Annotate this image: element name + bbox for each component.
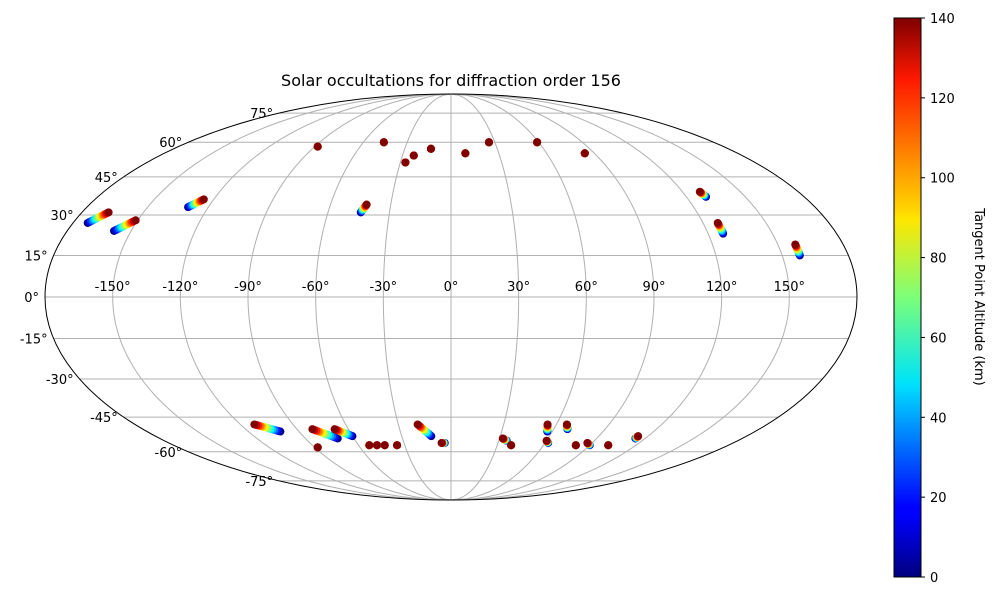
- lat-tick-label: 15°: [25, 249, 48, 264]
- lat-tick-label: -15°: [20, 333, 48, 348]
- lat-tick-label: -60°: [155, 446, 183, 461]
- lat-tick-label: 0°: [24, 291, 39, 306]
- colorbar-tick-label: 20: [930, 491, 947, 506]
- colorbar-tick-label: 40: [930, 411, 947, 426]
- lat-tick-label: -75°: [245, 475, 273, 490]
- colorbar-tick-label: 60: [930, 331, 947, 346]
- occultation-point: [543, 420, 552, 429]
- occultation-point: [313, 142, 322, 151]
- occultation-point: [131, 216, 140, 225]
- lat-tick-label: 45°: [95, 171, 118, 186]
- occultation-point: [562, 420, 571, 429]
- occultation-point: [308, 425, 317, 434]
- lon-tick-label: 150°: [774, 280, 805, 295]
- lon-tick-label: -30°: [369, 280, 397, 295]
- occultation-point: [583, 438, 592, 447]
- lon-tick-label: -60°: [302, 280, 330, 295]
- occultation-point: [330, 425, 339, 434]
- colorbar-tick-label: 0: [930, 571, 938, 586]
- occultation-point: [507, 441, 516, 450]
- occultation-point: [401, 158, 410, 167]
- occultation-point: [437, 438, 446, 447]
- colorbar: [893, 17, 922, 578]
- latitude-tick-labels: 75° 60° 45° 30° 15° 0° -15° -30° -45° -60° -75°: [20, 107, 273, 490]
- lon-tick-label: -120°: [162, 280, 198, 295]
- occultation-point: [571, 441, 580, 450]
- colorbar-tick-label: 100: [930, 172, 955, 187]
- lat-tick-label: -30°: [46, 373, 74, 388]
- longitude-tick-labels: -150° -120° -90° -60° -30° 0° 30° 60° 90° 120° 150…: [95, 280, 805, 295]
- occultation-point: [393, 441, 402, 450]
- occultation-point: [426, 144, 435, 153]
- occultation-point: [104, 208, 113, 217]
- lon-tick-label: 90°: [642, 280, 665, 295]
- occultation-point: [695, 187, 704, 196]
- lon-tick-label: -150°: [95, 280, 131, 295]
- colorbar-tick-label: 120: [930, 92, 955, 107]
- occultation-point: [634, 432, 643, 441]
- occultation-point: [313, 443, 322, 452]
- occultation-point: [250, 420, 259, 429]
- colorbar-label: Tangent Point Altitude (km): [971, 207, 986, 385]
- lat-tick-label: 30°: [51, 209, 74, 224]
- occultation-point: [498, 434, 507, 443]
- occultation-point: [713, 218, 722, 227]
- lon-tick-label: 60°: [575, 280, 598, 295]
- colorbar-tick-label: 80: [930, 252, 947, 267]
- occultation-point: [461, 149, 470, 158]
- occultation-point: [365, 441, 374, 450]
- lon-tick-label: 30°: [507, 280, 530, 295]
- occultation-points: [83, 138, 804, 452]
- occultation-point: [413, 420, 422, 429]
- occultation-point: [484, 138, 493, 147]
- occultation-point: [373, 441, 382, 450]
- occultation-point: [542, 436, 551, 445]
- occultation-point: [580, 149, 589, 158]
- chart-title: Solar occultations for diffraction order…: [281, 71, 621, 90]
- occultation-point: [199, 195, 208, 204]
- occultation-point: [379, 138, 388, 147]
- lon-tick-label: 120°: [706, 280, 737, 295]
- occultation-point: [791, 240, 800, 249]
- lon-tick-label: -90°: [234, 280, 262, 295]
- lat-tick-label: -45°: [90, 411, 118, 426]
- occultation-point: [533, 138, 542, 147]
- colorbar-tick-label: 140: [930, 12, 955, 27]
- occultation-point: [362, 200, 371, 209]
- occultation-point: [409, 151, 418, 160]
- occultation-point: [604, 441, 613, 450]
- lon-tick-label: 0°: [444, 280, 459, 295]
- lat-tick-label: 75°: [250, 107, 273, 122]
- colorbar-ticks: 0 20 40 60 80 100 120 140: [921, 12, 955, 586]
- lat-tick-label: 60°: [159, 136, 182, 151]
- occultation-point: [380, 441, 389, 450]
- graticule-grid: [45, 93, 857, 501]
- map-outline: [44, 93, 858, 501]
